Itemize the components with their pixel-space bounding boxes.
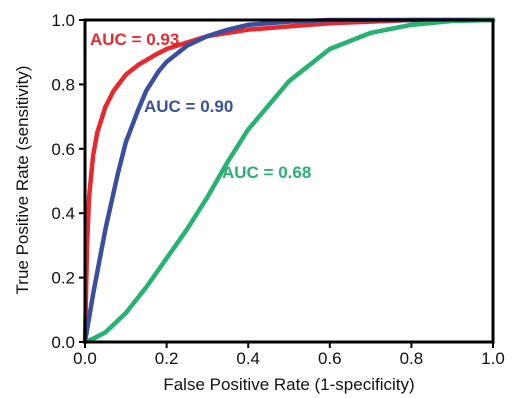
y-tick-label: 1.0 [51,11,75,30]
plot-frame [83,18,495,344]
y-tick-label: 0.0 [51,333,75,352]
x-tick-label: 0.4 [236,349,260,368]
auc-label-red: AUC = 0.93 [90,30,179,49]
plot-layer [82,17,496,345]
y-tick-label: 0.8 [51,75,75,94]
y-tick-label: 0.6 [51,140,75,159]
roc-curve-green [82,17,496,345]
x-tick-label: 0.2 [155,349,179,368]
x-tick-label: 1.0 [481,349,505,368]
auc-label-green: AUC = 0.68 [222,163,311,182]
y-tick-label: 0.2 [51,269,75,288]
auc-label-blue: AUC = 0.90 [144,97,233,116]
tick-layer: 0.0 0.2 0.4 0.6 0.8 1.0 0.0 0.2 0.4 0.6 0.8 1.0 [51,11,504,368]
x-tick-label: 0.8 [400,349,424,368]
x-axis-label: False Positive Rate (1-specificity) [163,375,414,394]
x-tick-label: 0.0 [73,349,97,368]
x-tick-label: 0.6 [318,349,342,368]
y-tick-label: 0.4 [51,204,75,223]
y-axis-label: True Positive Rate (sensitivity) [13,66,32,295]
annotation-layer: AUC = 0.93 AUC = 0.90 AUC = 0.68 [90,30,311,182]
